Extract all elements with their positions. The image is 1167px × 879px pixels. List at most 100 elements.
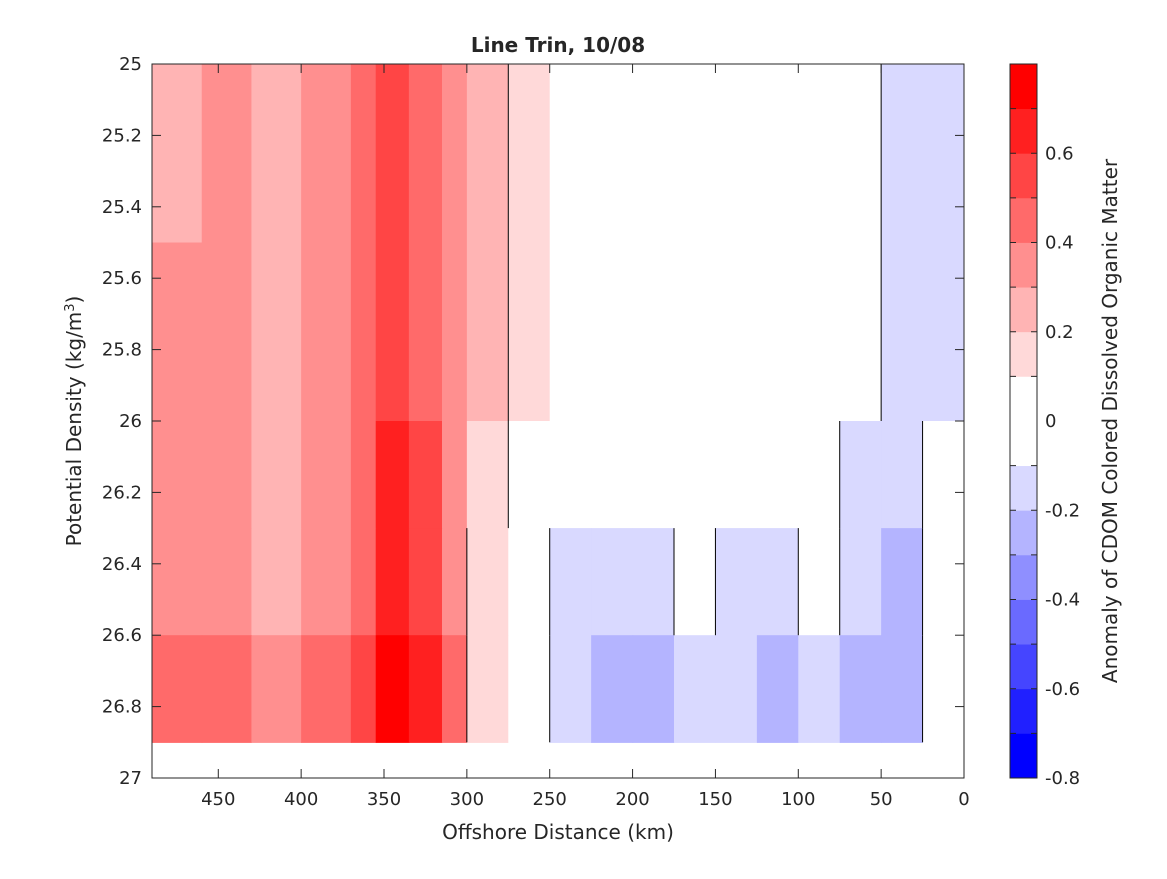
y-axis-label-main: Potential Density (kg/m — [62, 312, 86, 547]
colorbar-block — [1010, 465, 1037, 511]
contour-cell — [756, 64, 799, 244]
contour-cell — [881, 242, 924, 422]
contour-cell — [632, 635, 675, 743]
x-tick-label: 400 — [284, 789, 318, 810]
colorbar-ticks: -0.8 -0.6 -0.4 -0.2 0 0.2 0.4 0.6 — [1010, 108, 1080, 789]
contour-cell — [375, 242, 410, 422]
colorbar-block — [1010, 554, 1037, 600]
colorbar-tick-label: -0.8 — [1045, 768, 1080, 789]
contour-cell — [756, 635, 799, 743]
contour-cell — [632, 421, 675, 529]
contour-cell — [715, 421, 758, 529]
contour-cell — [251, 635, 302, 743]
colorbar-block — [1010, 242, 1037, 288]
colorbar-block — [1010, 688, 1037, 734]
contour-cell — [442, 64, 468, 244]
contour-cell — [508, 528, 551, 636]
colorbar-block — [1010, 331, 1037, 377]
contour-cell — [922, 635, 964, 743]
contour-cell — [881, 64, 924, 244]
contour-cell — [798, 528, 841, 636]
contour-cell — [375, 421, 410, 529]
contour-cell — [756, 242, 799, 422]
contour-cell — [591, 64, 634, 244]
colorbar-block — [1010, 599, 1037, 645]
contour-cell — [632, 528, 675, 636]
contour-cell — [251, 242, 302, 422]
contour-cell — [881, 528, 924, 636]
contour-cell — [152, 242, 203, 422]
contour-cell — [508, 421, 551, 529]
contour-cell — [201, 242, 253, 422]
contour-cell — [674, 635, 717, 743]
contour-cell — [508, 64, 551, 244]
colorbar-tick-label: -0.6 — [1045, 679, 1080, 700]
contour-cell — [350, 421, 377, 529]
x-axis: 450 400 350 300 250 200 150 100 50 0 — [201, 64, 970, 810]
colorbar: -0.8 -0.6 -0.4 -0.2 0 0.2 0.4 0.6 Anomaly of CD… — [1009, 63, 1122, 789]
contour-cell — [408, 528, 443, 636]
colorbar-tick-label: -0.2 — [1045, 500, 1080, 521]
contour-cell — [922, 64, 964, 244]
contour-cell — [408, 64, 443, 244]
colorbar-block — [1010, 287, 1037, 333]
contour-cell — [301, 528, 352, 636]
colorbar-tick-label: 0.2 — [1045, 322, 1074, 343]
contour-cell — [798, 242, 841, 422]
colorbar-tick-label: 0.4 — [1045, 233, 1074, 254]
contour-cell — [442, 635, 468, 743]
contour-cell — [549, 528, 592, 636]
contour-cell — [442, 242, 468, 422]
contour-cell — [508, 635, 551, 743]
colorbar-block — [1010, 510, 1037, 556]
contour-cell — [674, 421, 717, 529]
contour-cell — [839, 421, 882, 529]
contour-cell — [251, 421, 302, 529]
contour-cell — [251, 528, 302, 636]
contour-cell — [881, 421, 924, 529]
x-tick-label: 250 — [533, 789, 567, 810]
chart-title: Line Trin, 10/08 — [471, 33, 645, 57]
contour-cell — [152, 528, 203, 636]
y-axis-label: Potential Density (kg/m3) — [62, 296, 86, 547]
contour-cell — [756, 421, 799, 529]
contour-cell — [375, 64, 410, 244]
contour-cell — [442, 421, 468, 529]
contour-cell — [251, 64, 302, 244]
colorbar-tick-label: 0.6 — [1045, 143, 1074, 164]
contour-cell — [549, 242, 592, 422]
x-tick-label: 450 — [201, 789, 235, 810]
contour-cell — [201, 421, 253, 529]
y-tick-label: 26.6 — [102, 625, 142, 646]
zero-contour-layer — [466, 64, 924, 743]
x-tick-label: 200 — [615, 789, 649, 810]
contour-cell — [674, 242, 717, 422]
contour-cell — [591, 635, 634, 743]
colorbar-block — [1010, 108, 1037, 154]
x-tick-label: 350 — [367, 789, 401, 810]
colorbar-tick-label: 0 — [1045, 411, 1056, 432]
contour-cell — [350, 635, 377, 743]
contour-cell — [715, 64, 758, 244]
x-tick-label: 150 — [698, 789, 732, 810]
contour-cell — [466, 421, 509, 529]
colorbar-blocks — [1010, 64, 1037, 779]
y-tick-label: 25.4 — [102, 197, 142, 218]
contour-cell — [839, 242, 882, 422]
y-tick-label: 26.2 — [102, 482, 142, 503]
contour-cell — [839, 64, 882, 244]
colorbar-block — [1010, 644, 1037, 690]
contour-cell — [301, 421, 352, 529]
contour-cell — [301, 242, 352, 422]
contour-cell — [201, 528, 253, 636]
y-tick-label: 26 — [119, 411, 142, 432]
contour-cell — [798, 64, 841, 244]
contour-cell — [922, 421, 964, 529]
contour-cell — [375, 635, 410, 743]
y-tick-label: 27 — [119, 768, 142, 789]
colorbar-tick-label: -0.4 — [1045, 590, 1080, 611]
contour-cell — [466, 242, 509, 422]
contour-cell — [715, 635, 758, 743]
contour-cell — [674, 528, 717, 636]
